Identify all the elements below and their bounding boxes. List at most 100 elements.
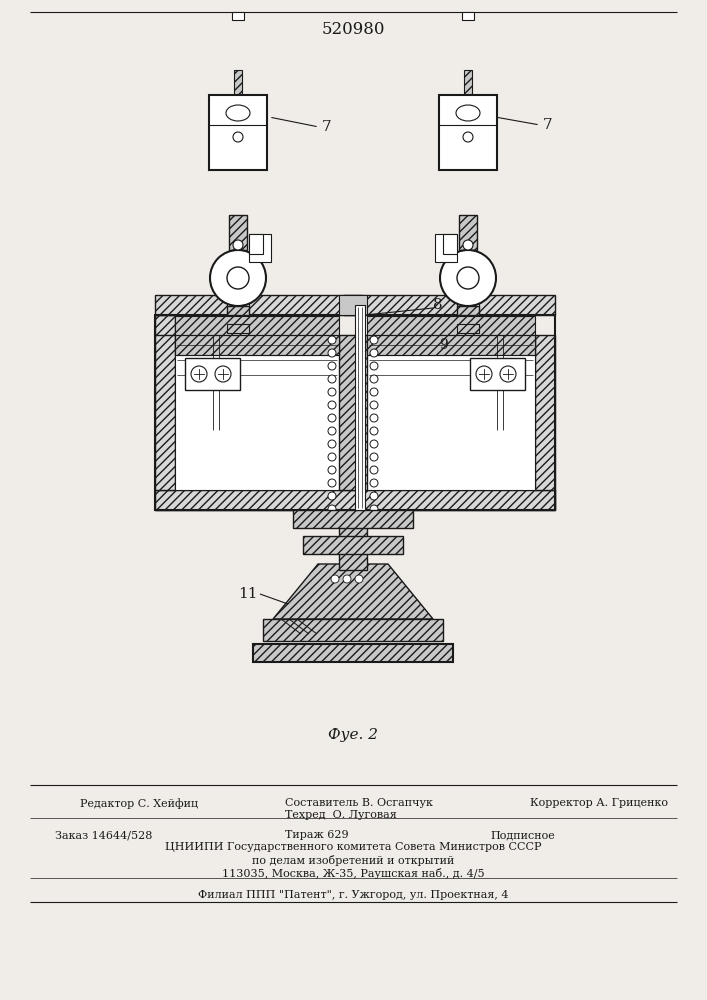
- Bar: [155, 295, 555, 315]
- Text: 7: 7: [322, 120, 332, 134]
- Text: 113035, Москва, Ж-35, Раушская наб., д. 4/5: 113035, Москва, Ж-35, Раушская наб., д. …: [222, 868, 484, 879]
- Text: Техред  О. Луговая: Техред О. Луговая: [285, 810, 397, 820]
- Circle shape: [463, 132, 473, 142]
- Text: Корректор А. Гриценко: Корректор А. Гриценко: [530, 798, 668, 808]
- Circle shape: [500, 366, 516, 382]
- Polygon shape: [273, 564, 433, 619]
- Circle shape: [328, 362, 336, 370]
- Text: 8: 8: [433, 298, 443, 312]
- Circle shape: [328, 505, 336, 513]
- Circle shape: [191, 366, 207, 382]
- Text: Фуе. 2: Фуе. 2: [328, 728, 378, 742]
- Bar: [155, 315, 175, 490]
- Bar: [155, 490, 555, 510]
- Circle shape: [215, 366, 231, 382]
- Circle shape: [328, 336, 336, 344]
- Ellipse shape: [456, 105, 480, 121]
- Circle shape: [370, 414, 378, 422]
- Bar: [209, 95, 267, 170]
- Bar: [339, 295, 367, 315]
- Circle shape: [328, 349, 336, 357]
- Text: ЦНИИПИ Государственного комитета Совета Министров СССР: ЦНИИПИ Государственного комитета Совета …: [165, 842, 542, 852]
- Circle shape: [331, 575, 339, 583]
- Text: Подписное: Подписное: [490, 830, 555, 840]
- Circle shape: [227, 267, 249, 289]
- Bar: [344, 295, 362, 315]
- Circle shape: [328, 401, 336, 409]
- Bar: [155, 490, 555, 510]
- Text: Составитель В. Осгапчук: Составитель В. Осгапчук: [285, 798, 433, 808]
- Circle shape: [370, 336, 378, 344]
- Circle shape: [370, 349, 378, 357]
- Circle shape: [328, 440, 336, 448]
- Circle shape: [328, 479, 336, 487]
- Circle shape: [440, 250, 496, 306]
- Circle shape: [343, 575, 351, 583]
- Circle shape: [463, 240, 473, 250]
- Bar: [232, 12, 244, 20]
- Bar: [457, 306, 479, 315]
- Bar: [464, 70, 472, 95]
- Bar: [175, 335, 339, 355]
- Bar: [355, 305, 365, 510]
- Circle shape: [210, 250, 266, 306]
- Bar: [459, 215, 477, 250]
- Bar: [435, 234, 457, 262]
- Circle shape: [328, 453, 336, 461]
- Bar: [439, 95, 497, 170]
- Circle shape: [233, 132, 243, 142]
- Circle shape: [233, 240, 243, 250]
- Text: Заказ 14644/528: Заказ 14644/528: [55, 830, 153, 840]
- Circle shape: [370, 479, 378, 487]
- Circle shape: [328, 414, 336, 422]
- Circle shape: [370, 505, 378, 513]
- Bar: [155, 335, 175, 490]
- Bar: [249, 234, 271, 262]
- Bar: [175, 335, 535, 490]
- Text: 9: 9: [438, 338, 448, 352]
- Bar: [263, 619, 443, 641]
- Bar: [155, 315, 555, 510]
- Bar: [293, 510, 413, 528]
- Bar: [227, 306, 249, 315]
- Bar: [367, 316, 535, 338]
- Circle shape: [370, 440, 378, 448]
- Bar: [227, 295, 249, 315]
- Circle shape: [457, 267, 479, 289]
- Circle shape: [370, 427, 378, 435]
- Bar: [443, 234, 457, 254]
- Text: 7: 7: [543, 118, 553, 132]
- Circle shape: [355, 575, 363, 583]
- Circle shape: [370, 466, 378, 474]
- Ellipse shape: [226, 105, 250, 121]
- Bar: [227, 324, 249, 333]
- Bar: [175, 335, 339, 355]
- Bar: [470, 358, 525, 390]
- Bar: [303, 536, 403, 554]
- Circle shape: [328, 375, 336, 383]
- Bar: [457, 295, 479, 315]
- Circle shape: [370, 375, 378, 383]
- Bar: [367, 335, 535, 355]
- Circle shape: [370, 388, 378, 396]
- Bar: [249, 234, 263, 254]
- Bar: [339, 510, 367, 570]
- Circle shape: [328, 388, 336, 396]
- Text: Редактор С. Хейфиц: Редактор С. Хейфиц: [80, 798, 198, 809]
- Circle shape: [370, 453, 378, 461]
- Circle shape: [328, 492, 336, 500]
- Circle shape: [328, 427, 336, 435]
- Bar: [457, 324, 479, 333]
- Bar: [367, 335, 535, 355]
- Bar: [185, 358, 240, 390]
- Text: 520980: 520980: [321, 21, 385, 38]
- Text: Филиал ППП "Патент", г. Ужгород, ул. Проектная, 4: Филиал ППП "Патент", г. Ужгород, ул. Про…: [198, 890, 508, 900]
- Bar: [234, 70, 242, 95]
- Bar: [229, 215, 247, 250]
- Circle shape: [370, 362, 378, 370]
- Circle shape: [476, 366, 492, 382]
- Text: по делам изобретений и открытий: по делам изобретений и открытий: [252, 855, 454, 866]
- Bar: [535, 335, 555, 490]
- Bar: [462, 12, 474, 20]
- Bar: [175, 316, 339, 338]
